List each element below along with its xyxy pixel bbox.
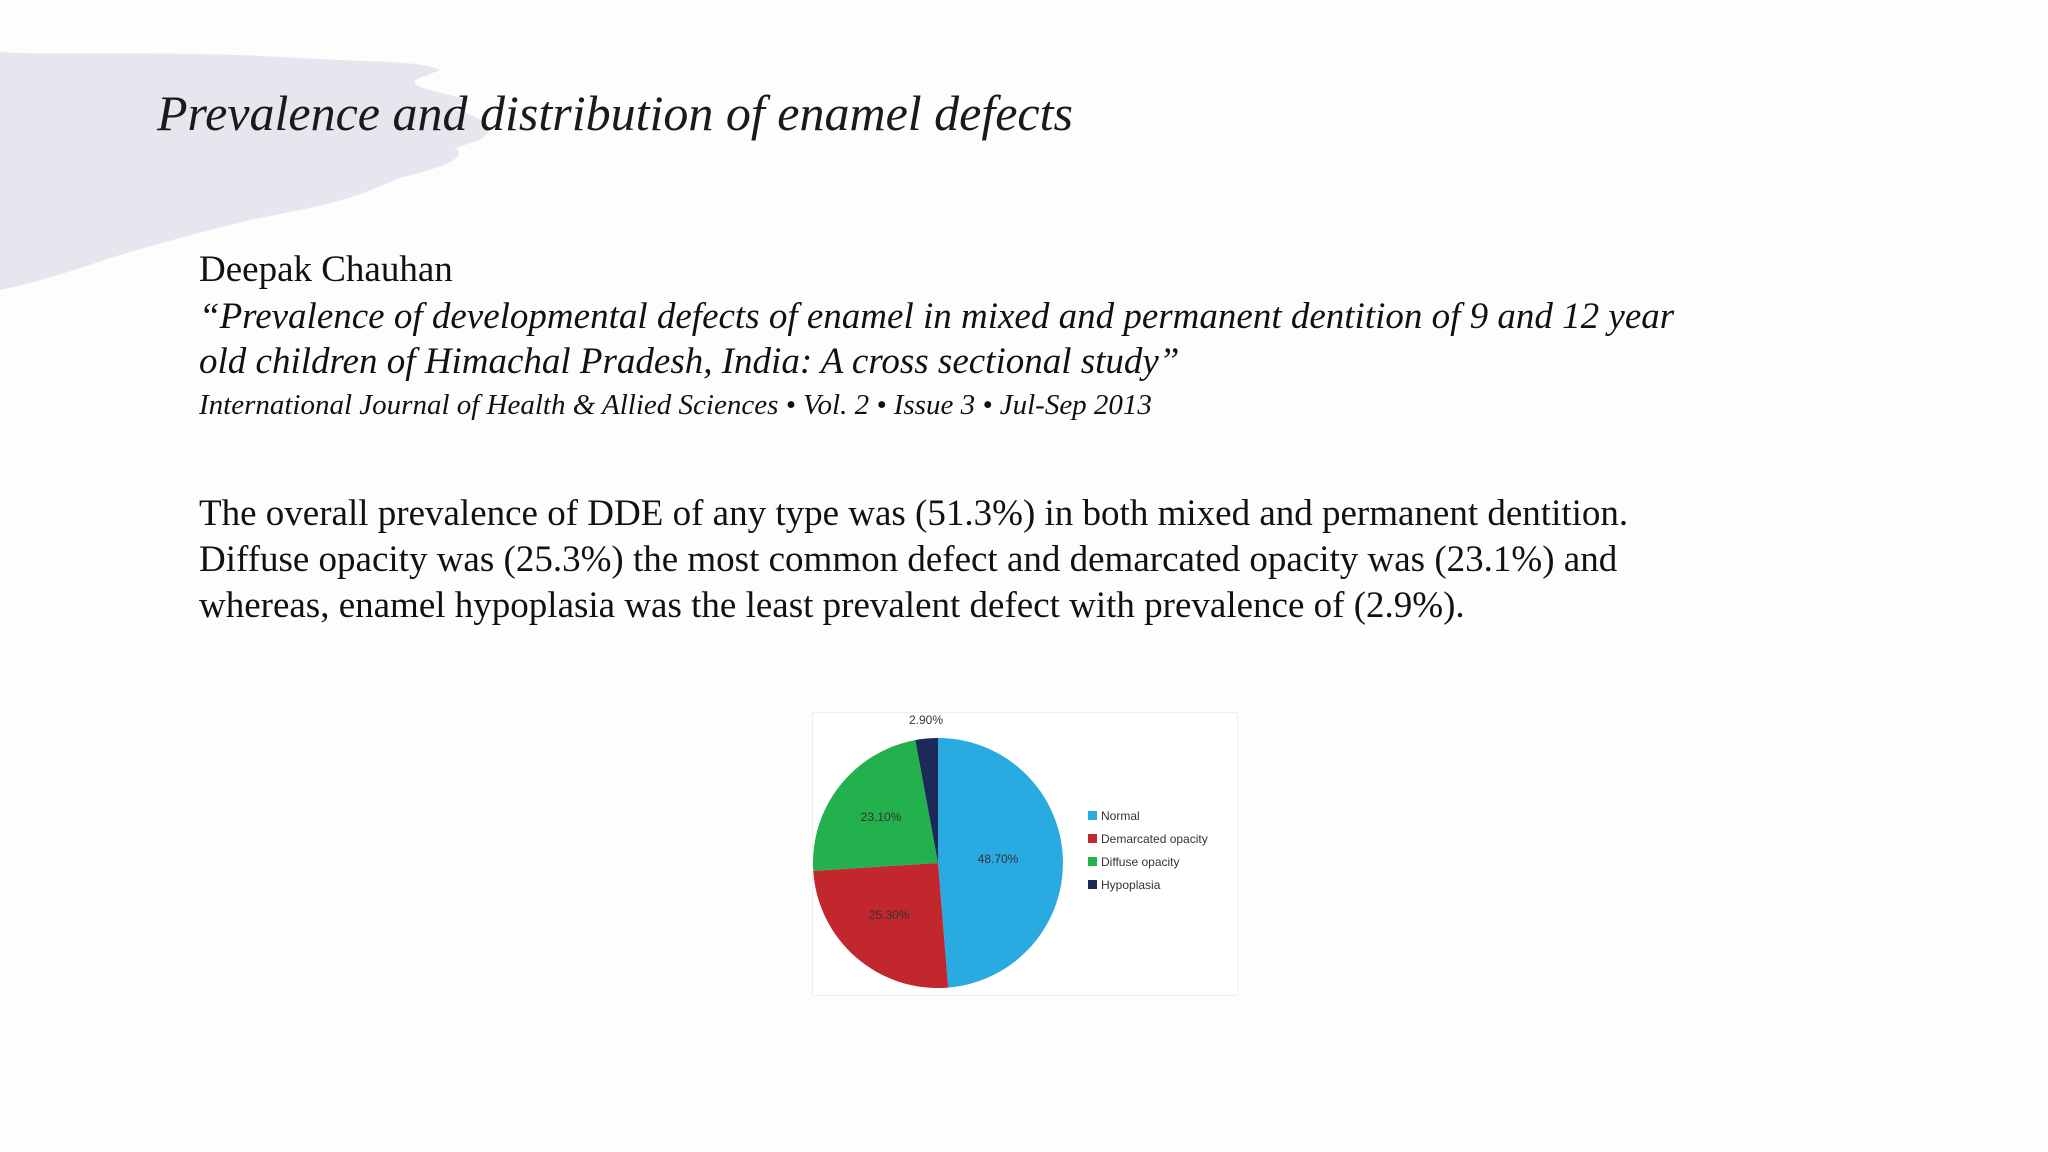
pie-chart: 48.70% 25.30% 23.10% 2.90% Normal Demarcated … <box>812 712 1238 996</box>
pie-slice-hypoplasia <box>915 738 938 863</box>
pie-data-label: 48.70% <box>978 852 1019 866</box>
citation-journal: International Journal of Health & Allied… <box>199 389 1152 421</box>
pie-data-label: 23.10% <box>861 810 902 824</box>
citation-author: Deepak Chauhan <box>199 249 453 290</box>
legend-swatch <box>1088 834 1097 843</box>
pie-data-label: 25.30% <box>869 908 910 922</box>
pie-data-label: 2.90% <box>909 713 943 727</box>
legend-label: Demarcated opacity <box>1101 832 1208 846</box>
legend-label: Normal <box>1101 809 1140 823</box>
pie-slice-normal <box>938 738 1063 988</box>
legend-swatch <box>1088 811 1097 820</box>
citation-paper-title: “Prevalence of developmental defects of … <box>199 296 1675 382</box>
legend-swatch <box>1088 880 1097 889</box>
summary-paragraph: The overall prevalence of DDE of any typ… <box>199 493 1629 626</box>
slide-title: Prevalence and distribution of enamel de… <box>157 85 1073 141</box>
citation: Deepak Chauhan “Prevalence of developmen… <box>199 246 1719 424</box>
pie-chart-svg: 48.70% 25.30% 23.10% 2.90% Normal Demarcated … <box>813 713 1208 988</box>
legend-label: Diffuse opacity <box>1101 855 1180 869</box>
legend-swatch <box>1088 857 1097 866</box>
pie-slice-diffuse-opacity <box>813 740 938 871</box>
brush-stroke-decoration <box>0 52 489 290</box>
legend-label: Hypoplasia <box>1101 878 1161 892</box>
pie-slice-demarcated-opacity <box>813 863 949 988</box>
